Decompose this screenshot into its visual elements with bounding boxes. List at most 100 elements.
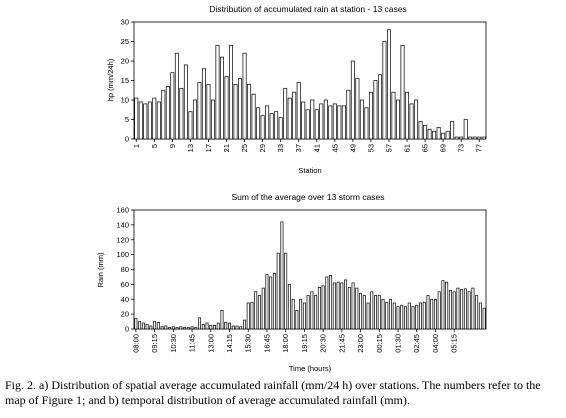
chart-b-title: Sum of the average over 13 storm cases [231, 192, 384, 202]
x-tick-label: 29 [258, 144, 267, 152]
bar [220, 310, 224, 330]
bar [302, 302, 306, 330]
x-tick-label: 37 [294, 144, 303, 152]
x-tick-label: 19:15 [300, 334, 309, 353]
bar [433, 298, 437, 330]
bar [220, 56, 224, 140]
x-tick-label: 13:00 [206, 334, 215, 353]
bar [216, 322, 220, 330]
bar [347, 287, 351, 330]
chart-b-y-label: Rain (mm) [96, 252, 105, 288]
bar [366, 302, 370, 330]
bar [284, 252, 288, 330]
x-tick-label: 02:45 [412, 334, 421, 353]
bar [257, 295, 261, 330]
x-tick-label: 04:00 [431, 334, 440, 353]
bar [283, 87, 288, 140]
bar [468, 136, 473, 140]
bar [134, 97, 139, 140]
bar [310, 291, 314, 330]
bar [448, 289, 452, 330]
bar [292, 91, 297, 140]
x-tick-label: 65 [421, 144, 430, 152]
bar [280, 221, 284, 330]
chart-b-marks: 0 20 40 60 80 100 120 140 160 08:00 09:15 10:30 11:4… [116, 206, 487, 353]
bar [306, 295, 310, 330]
bar [377, 295, 381, 330]
bar [213, 324, 216, 330]
bar [359, 99, 364, 140]
bar [299, 298, 303, 330]
x-tick-label: 13 [186, 144, 195, 152]
bar [201, 324, 205, 330]
figure-caption: Fig. 2. a) Distribution of spatial avera… [5, 378, 541, 407]
bar [337, 105, 342, 140]
bar [250, 301, 254, 330]
bar [362, 295, 366, 330]
bar [228, 322, 231, 330]
bar [211, 99, 215, 140]
chart-station-rain: Distribution of accumulated rain at stat… [106, 4, 487, 175]
bar [206, 84, 211, 140]
x-tick-label: 53 [366, 144, 375, 152]
bar [385, 301, 389, 330]
x-tick-label: 10:30 [169, 334, 178, 353]
y-tick-label: 15 [121, 76, 129, 85]
bar [152, 97, 157, 140]
y-tick-label: 100 [116, 250, 129, 259]
bar [192, 99, 197, 140]
bar [254, 291, 258, 330]
bar [205, 322, 209, 330]
bar [319, 103, 324, 140]
y-tick-label: 40 [121, 295, 129, 304]
bar [441, 280, 445, 330]
bar [174, 52, 179, 140]
y-tick-label: 80 [121, 265, 129, 274]
x-tick-label: 16:45 [262, 334, 271, 353]
y-tick-label: 0 [125, 135, 129, 144]
bar [190, 326, 194, 330]
bar [305, 109, 310, 140]
bar [477, 136, 482, 140]
bar [251, 93, 256, 140]
x-tick-label: 21 [222, 144, 231, 152]
chart-a-x-label: Station [298, 166, 321, 175]
x-tick-label: 23:00 [356, 334, 365, 353]
bar [374, 295, 378, 330]
bar [450, 121, 455, 140]
y-tick-label: 60 [121, 280, 129, 289]
x-tick-label: 20:30 [319, 334, 328, 353]
bar [215, 45, 220, 140]
bar [460, 289, 464, 330]
bar [175, 327, 179, 330]
bar [482, 307, 486, 330]
bar [278, 117, 283, 140]
bar [269, 113, 274, 140]
bar [301, 101, 306, 140]
bar [143, 103, 148, 140]
x-tick-label: 01:30 [394, 334, 403, 353]
bar [418, 302, 422, 330]
bar [235, 325, 239, 330]
bar [370, 291, 374, 330]
bar [138, 321, 142, 330]
x-tick-label: 09:15 [150, 334, 159, 353]
bar [452, 291, 456, 330]
bar [432, 130, 437, 140]
x-tick-label: 41 [312, 144, 321, 152]
bar [445, 130, 450, 140]
chart-time-rain: Sum of the average over 13 storm cases R… [96, 192, 487, 373]
x-tick-label: 11:45 [188, 334, 197, 352]
x-tick-label: 49 [348, 144, 357, 152]
y-tick-label: 5 [125, 115, 129, 124]
bar [400, 45, 405, 140]
x-tick-label: 57 [384, 144, 393, 152]
bar [198, 317, 202, 330]
bar [310, 99, 315, 140]
bar [407, 302, 411, 330]
bar [350, 60, 355, 140]
x-tick-label: 45 [330, 144, 339, 152]
bar [201, 68, 206, 140]
x-tick-label: 33 [276, 144, 285, 152]
y-tick-label: 160 [116, 206, 129, 215]
